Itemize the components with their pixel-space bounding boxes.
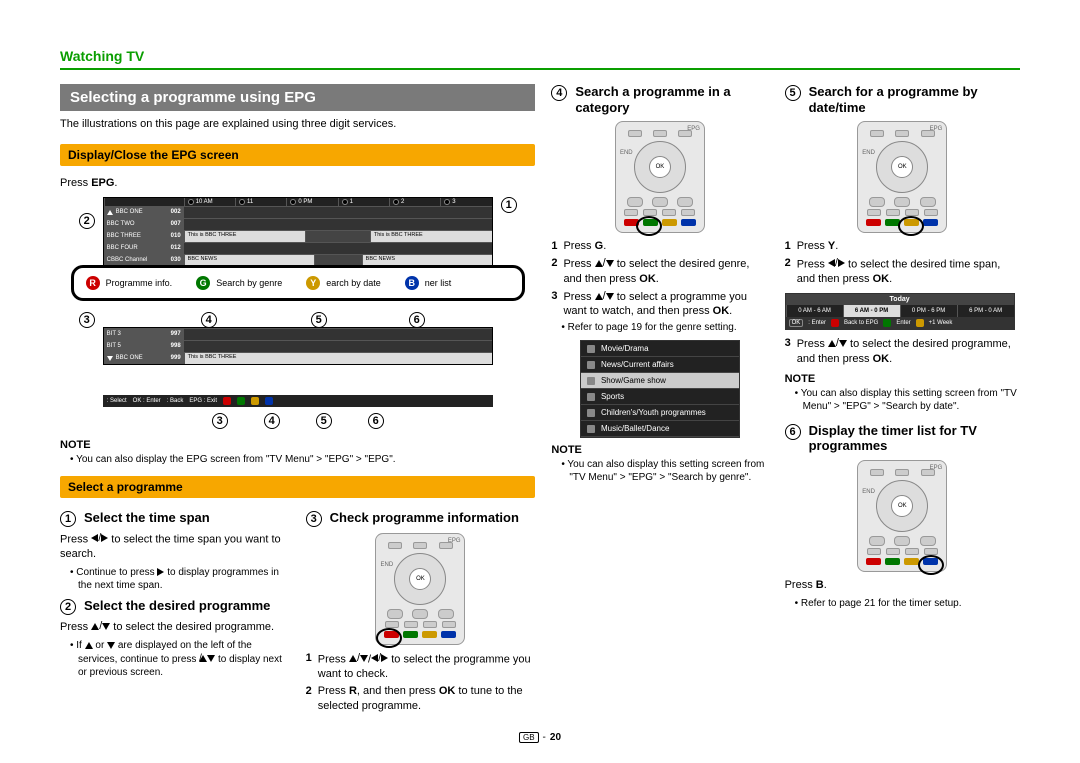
callout-numbers-below: 3456 bbox=[60, 413, 535, 429]
step2-heading: 2Select the desired programme bbox=[60, 598, 290, 615]
step2-bullet: If or are displayed on the left of the s… bbox=[70, 639, 290, 679]
remote-highlight-yellow bbox=[898, 216, 924, 236]
band-display-close: Display/Close the EPG screen bbox=[60, 144, 535, 166]
note-text-5: You can also display this setting screen… bbox=[795, 387, 1020, 413]
step5-l1: 1Press Y. bbox=[785, 239, 1020, 254]
step2-body: Press / to select the desired programme. bbox=[60, 619, 290, 635]
remote-figure-2: END EPG OK bbox=[615, 121, 705, 233]
remote-highlight-red bbox=[376, 628, 402, 648]
step4-l1: 1Press G. bbox=[551, 239, 768, 254]
step4-l3: 3Press / to select a programme you want … bbox=[551, 289, 768, 320]
epg-screenshot: 1 2 3 4 5 6 10 AM110 PM123BBC ONE002BBC … bbox=[83, 197, 513, 407]
step5-l2: 2Press / to select the desired time span… bbox=[785, 256, 1020, 287]
epg-callout-bar: RProgramme info.GSearch by genreYearch b… bbox=[71, 265, 525, 301]
step5-l3: 3Press / to select the desired programme… bbox=[785, 336, 1020, 367]
remote-figure-1: END EPG OK bbox=[375, 533, 465, 645]
band-select-programme: Select a programme bbox=[60, 476, 535, 498]
step5-heading: 5Search for a programme by date/time bbox=[785, 84, 1020, 115]
step6-bullet: Refer to page 21 for the timer setup. bbox=[795, 597, 1020, 610]
block-title: Selecting a programme using EPG bbox=[60, 84, 535, 111]
step6-body: Press B. bbox=[785, 578, 1020, 593]
step1-body: Press / to select the time span you want… bbox=[60, 531, 290, 562]
note-heading-4: NOTE bbox=[551, 444, 768, 456]
step4-l2: 2Press / to select the desired genre, an… bbox=[551, 256, 768, 287]
step3-line2: 2Press R, and then press OK to tune to t… bbox=[306, 684, 536, 714]
note-text-4: You can also display this setting screen… bbox=[561, 458, 768, 484]
date-strip-figure: Today0 AM - 6 AM6 AM - 0 PM0 PM - 6 PM6 … bbox=[785, 293, 1015, 330]
intro-text: The illustrations on this page are expla… bbox=[60, 117, 535, 132]
note-heading-1: NOTE bbox=[60, 439, 535, 451]
genre-menu-figure: Movie/DramaNews/Current affairsShow/Game… bbox=[580, 340, 740, 438]
remote-figure-4: END EPG OK bbox=[857, 460, 947, 572]
step1-bullet: Continue to press to display programmes … bbox=[70, 566, 290, 592]
step3-heading: 3Check programme information bbox=[306, 510, 536, 527]
note-heading-5: NOTE bbox=[785, 373, 1020, 385]
epg-footer-bar: : SelectOK : Enter: BackEPG : Exit bbox=[103, 395, 493, 407]
step3-line1: 1Press /// to select the programme you w… bbox=[306, 651, 536, 682]
remote-highlight-blue bbox=[918, 555, 944, 575]
step4-bullet: Refer to page 19 for the genre setting. bbox=[561, 321, 768, 334]
step1-heading: 1Select the time span bbox=[60, 510, 290, 527]
press-epg-line: Press EPG. bbox=[60, 176, 535, 191]
step4-heading: 4Search a programme in a category bbox=[551, 84, 768, 115]
step6-heading: 6Display the timer list for TV programme… bbox=[785, 423, 1020, 454]
remote-highlight-green bbox=[636, 216, 662, 236]
page-footer: GB - 20 bbox=[519, 732, 561, 743]
note-text-1: You can also display the EPG screen from… bbox=[70, 453, 535, 466]
remote-figure-3: END EPG OK bbox=[857, 121, 947, 233]
green-rule bbox=[60, 68, 1020, 70]
section-header: Watching TV bbox=[60, 48, 1020, 64]
